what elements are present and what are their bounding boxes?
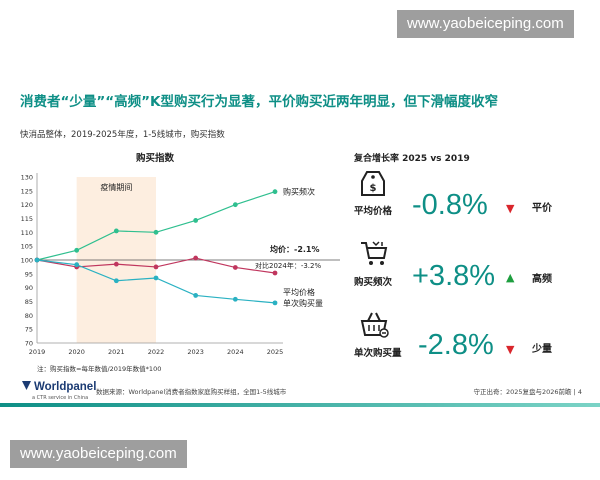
metric-tag-price: 平价 — [532, 203, 552, 214]
data-point — [193, 218, 199, 223]
metric-value-quantity: -2.8% — [418, 329, 494, 361]
data-point — [113, 228, 119, 234]
y-tick-label: 80 — [25, 312, 33, 320]
data-point — [272, 300, 278, 306]
arrow-down-icon: ▼ — [506, 202, 515, 215]
metric-label-quantity: 单次购买量 — [354, 348, 402, 359]
y-tick-label: 85 — [25, 298, 33, 306]
price-tag-icon: $ — [361, 171, 385, 196]
x-tick-label: 2019 — [29, 348, 46, 356]
shopping-cart-icon — [361, 241, 388, 265]
y-tick-label: 130 — [21, 174, 33, 182]
footer-accent-bar — [0, 403, 600, 407]
data-point — [232, 265, 238, 270]
data-point — [74, 247, 80, 253]
data-point — [113, 261, 119, 267]
series-label: 单次购买量 — [283, 298, 323, 308]
metric-label-price: 平均价格 — [354, 206, 393, 217]
logo-mark-icon — [22, 381, 31, 390]
metric-value-frequency: +3.8% — [412, 260, 496, 292]
y-tick-label: 70 — [25, 340, 33, 348]
metric-tag-quantity: 少量 — [532, 344, 552, 355]
shopping-basket-icon — [360, 312, 389, 338]
y-tick-label: 75 — [25, 326, 33, 334]
data-point — [153, 264, 159, 270]
metric-tag-frequency: 高频 — [532, 274, 552, 285]
annotation-avg-price: 均价：-2.1% — [270, 244, 320, 254]
series-label: 购买频次 — [283, 187, 315, 197]
x-tick-label: 2020 — [68, 348, 85, 356]
x-tick-label: 2025 — [267, 348, 284, 356]
data-point — [34, 257, 40, 263]
logo-text: Worldpanel — [34, 381, 97, 393]
data-point — [272, 189, 278, 195]
watermark-top: www.yaobeiceping.com — [397, 10, 574, 38]
y-tick-label: 110 — [21, 229, 33, 237]
x-tick-label: 2022 — [148, 348, 165, 356]
y-tick-label: 90 — [25, 284, 33, 292]
data-point — [232, 296, 238, 302]
page-subtitle: 快消品整体，2019-2025年度，1-5线城市，购买指数 — [20, 130, 225, 140]
x-tick-label: 2021 — [108, 348, 125, 356]
data-point — [113, 278, 119, 284]
page-title: 消费者“少量”“高频”K型购买行为显著，平价购买近两年明显，但下滑幅度收窄 — [20, 94, 498, 110]
arrow-up-icon: ▲ — [506, 271, 515, 284]
data-point — [193, 255, 199, 261]
metric-label-frequency: 购买频次 — [354, 277, 393, 288]
data-point — [153, 275, 159, 281]
y-tick-label: 115 — [21, 215, 33, 223]
shaded-period-label: 疫情期间 — [100, 182, 132, 192]
y-tick-label: 100 — [21, 257, 33, 265]
data-point — [74, 262, 80, 268]
watermark-bottom: www.yaobeiceping.com — [10, 440, 187, 468]
footer-page-info: 守正出奇：2025复盘与2026前瞻 | 4 — [473, 388, 582, 396]
metric-value-price: -0.8% — [412, 189, 488, 221]
data-point — [232, 202, 238, 208]
data-point — [272, 270, 278, 276]
arrow-down-icon: ▼ — [506, 343, 515, 356]
logo-subtitle: a CTR service in China — [32, 395, 89, 401]
annotation-vs-2024: 对比2024年：-3.2% — [255, 261, 321, 270]
x-tick-label: 2023 — [187, 348, 204, 356]
x-tick-label: 2024 — [227, 348, 244, 356]
y-tick-label: 105 — [21, 243, 33, 251]
data-point — [153, 229, 159, 235]
y-tick-label: 120 — [21, 201, 33, 209]
y-tick-label: 125 — [21, 187, 33, 195]
series-label: 平均价格 — [283, 287, 315, 297]
chart-title: 购买指数 — [136, 152, 175, 164]
chart-note: 注：购买指数=每年数值/2019年数值*100 — [37, 364, 161, 373]
y-tick-label: 95 — [25, 270, 33, 278]
summary-title: 复合增长率 2025 vs 2019 — [354, 154, 470, 164]
svg-text:$: $ — [370, 183, 377, 194]
data-point — [193, 293, 199, 298]
data-source: 数据来源：Worldpanel消费者指数家庭购买样组，全国1-5线城市 — [96, 388, 287, 396]
worldpanel-logo: Worldpanel — [22, 381, 96, 393]
